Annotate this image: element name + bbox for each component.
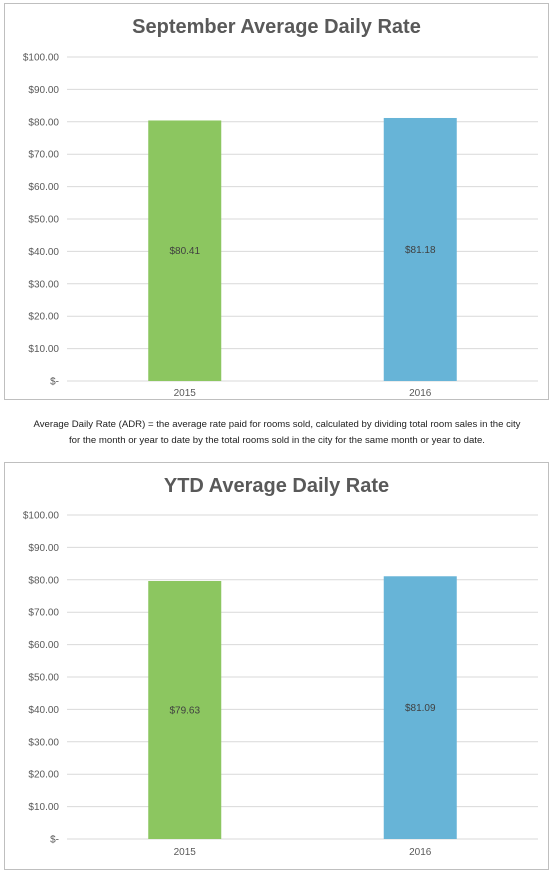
y-tick-label: $10.00 (28, 344, 59, 355)
data-label: $79.63 (169, 705, 200, 716)
y-tick-label: $100.00 (23, 511, 60, 522)
adr-definition-caption: Average Daily Rate (ADR) = the average r… (0, 417, 554, 449)
x-tick-label: 2015 (174, 847, 197, 858)
y-tick-label: $10.00 (28, 802, 59, 813)
september-adr-plot: $- $10.00 $20.00 $30.00 $40.00 $50.00 $60.00 $7… (23, 53, 538, 399)
y-tick-label: $40.00 (28, 247, 59, 258)
bar-2015 (148, 120, 222, 381)
y-tick-label: $- (50, 377, 59, 388)
y-tick-label: $60.00 (28, 182, 59, 193)
y-tick-label: $30.00 (28, 279, 59, 290)
x-tick-label: 2016 (409, 847, 432, 858)
y-tick-label: $90.00 (28, 85, 59, 96)
caption-line-2: for the month or year to date by the tot… (69, 435, 485, 446)
y-tick-label: $50.00 (28, 215, 59, 226)
data-label: $81.18 (405, 245, 436, 256)
data-label: $81.09 (405, 703, 436, 714)
y-tick-label: $80.00 (28, 575, 59, 586)
chart-title: September Average Daily Rate (132, 16, 421, 38)
september-adr-chart: September Average Daily Rate $- $10.00 $20… (4, 3, 549, 400)
y-tick-label: $80.00 (28, 117, 59, 128)
y-tick-label: $20.00 (28, 312, 59, 323)
y-tick-label: $70.00 (28, 150, 59, 161)
data-label: $80.41 (169, 246, 200, 257)
ytd-adr-plot: $- $10.00 $20.00 $30.00 $40.00 $50.00 $60.00 $7… (23, 511, 538, 858)
y-tick-label: $60.00 (28, 640, 59, 651)
chart-title: YTD Average Daily Rate (163, 475, 390, 497)
x-tick-label: 2016 (409, 388, 432, 399)
bar-2016 (383, 117, 457, 381)
bar-2016 (383, 576, 457, 839)
caption-line-1: Average Daily Rate (ADR) = the average r… (33, 419, 521, 430)
y-tick-label: $90.00 (28, 543, 59, 554)
y-tick-label: $20.00 (28, 770, 59, 781)
ytd-adr-chart: YTD Average Daily Rate $- $10.00 $20.00 $30… (4, 462, 549, 870)
y-tick-label: $- (50, 835, 59, 846)
y-tick-label: $40.00 (28, 705, 59, 716)
bar-2015 (148, 580, 222, 839)
y-tick-label: $50.00 (28, 673, 59, 684)
y-tick-label: $100.00 (23, 53, 60, 64)
y-tick-label: $30.00 (28, 737, 59, 748)
y-tick-label: $70.00 (28, 608, 59, 619)
x-tick-label: 2015 (174, 388, 197, 399)
